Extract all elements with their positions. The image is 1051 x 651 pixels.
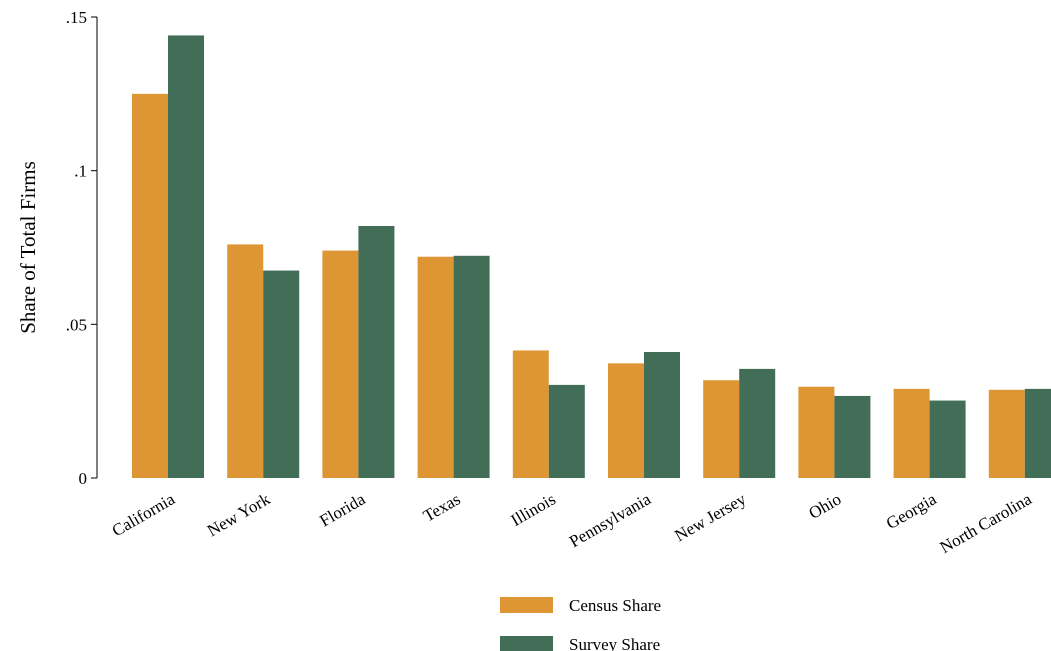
- legend-label-survey: Survey Share: [569, 635, 660, 651]
- x-category-label: Texas: [420, 489, 464, 525]
- bar-census-ohio: [798, 386, 835, 478]
- x-category-label: Pennsylvania: [566, 489, 654, 551]
- x-category-label: North Carolina: [937, 489, 1036, 557]
- bar-census-georgia: [893, 388, 930, 478]
- bar-survey-north-carolina: [1024, 388, 1051, 478]
- bar-survey-florida: [358, 225, 395, 478]
- y-tick-label: .1: [74, 162, 87, 181]
- bar-survey-new-jersey: [739, 368, 776, 478]
- x-category-label: Florida: [316, 489, 368, 530]
- legend-swatch-census: [500, 597, 553, 613]
- bar-census-north-carolina: [988, 389, 1025, 478]
- bar-census-new-jersey: [703, 380, 740, 478]
- bar-survey-ohio: [834, 395, 871, 478]
- y-tick-label: .15: [66, 8, 87, 27]
- bar-survey-new-york: [263, 270, 300, 478]
- x-category-label: California: [109, 489, 179, 540]
- bar-survey-pennsylvania: [644, 351, 680, 478]
- x-category-label: Ohio: [805, 489, 844, 522]
- bar-census-florida: [322, 250, 359, 478]
- y-axis-ticks: 0 .05 .1 .15: [66, 8, 97, 488]
- bar-census-pennsylvania: [608, 363, 644, 478]
- x-category-label: New Jersey: [671, 489, 749, 545]
- x-axis-labels: California New York Florida Texas Illinois Pe…: [109, 489, 1035, 557]
- legend-label-census: Census Share: [569, 596, 661, 615]
- legend: Census Share Survey Share: [500, 596, 661, 651]
- y-tick-label: .05: [66, 315, 87, 334]
- x-category-label: Georgia: [883, 489, 940, 533]
- bar-census-california: [132, 93, 168, 478]
- bar-survey-california: [168, 35, 204, 478]
- x-category-label: Illinois: [508, 489, 559, 530]
- legend-swatch-survey: [500, 636, 553, 651]
- y-tick-label: 0: [79, 469, 88, 488]
- x-category-label: New York: [204, 489, 274, 540]
- bar-census-texas: [417, 256, 454, 478]
- bar-survey-illinois: [548, 384, 585, 478]
- bar-survey-georgia: [929, 400, 966, 478]
- bar-census-illinois: [512, 350, 549, 478]
- y-axis-title: Share of Total Firms: [16, 161, 40, 334]
- bar-census-new-york: [227, 244, 264, 478]
- plot-area: [132, 35, 1051, 478]
- bar-survey-texas: [453, 255, 490, 478]
